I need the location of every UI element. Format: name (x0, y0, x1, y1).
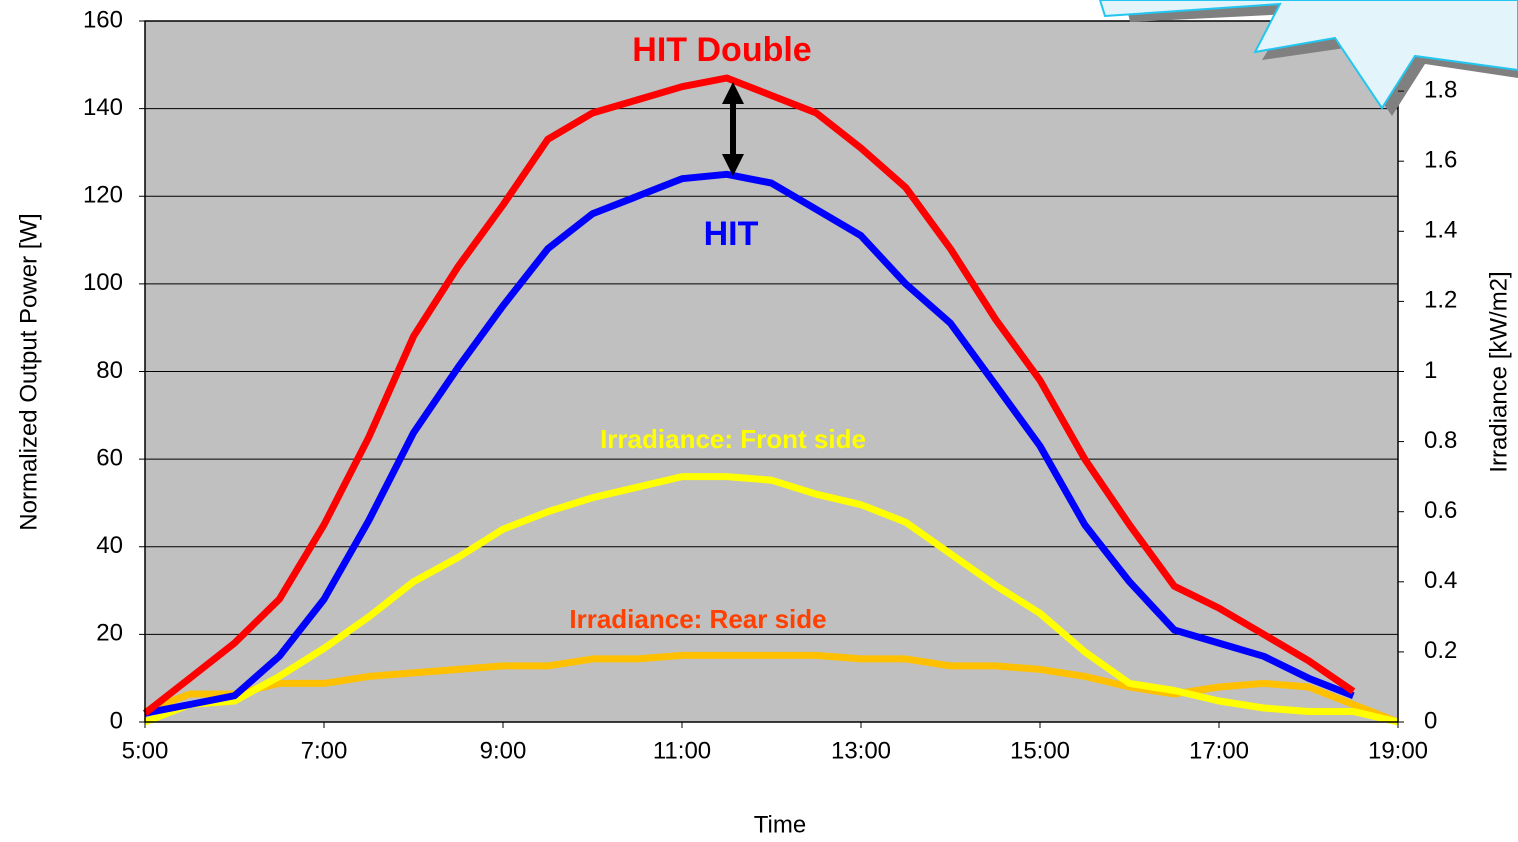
y2-tick-label: 1.6 (1424, 147, 1457, 174)
x-tick-label: 15:00 (1010, 737, 1070, 764)
y-axis-label: Normalized Output Power [W] (15, 213, 42, 530)
y2-tick-label: 0 (1424, 707, 1437, 734)
annotation: Irradiance: Rear side (569, 604, 826, 634)
y2-tick-label: 0.8 (1424, 427, 1457, 454)
x-tick-label: 5:00 (122, 737, 169, 764)
y-tick-label: 100 (83, 269, 123, 296)
annotation: HIT Double (632, 31, 811, 69)
y-tick-label: 80 (96, 357, 123, 384)
x-tick-label: 7:00 (301, 737, 348, 764)
y2-tick-label: 1.4 (1424, 217, 1457, 244)
y-tick-label: 40 (96, 532, 123, 559)
x-tick-label: 9:00 (480, 737, 527, 764)
x-tick-label: 13:00 (831, 737, 891, 764)
y2-axis-label: Irradiance [kW/m2] (1485, 271, 1512, 472)
y2-tick-label: 0.2 (1424, 637, 1457, 664)
starburst-shape (1098, 0, 1518, 110)
y2-tick-label: 1.8 (1424, 76, 1457, 103)
annotation: Irradiance: Front side (600, 424, 866, 454)
y2-tick-label: 1.2 (1424, 287, 1457, 314)
x-axis-label: Time (754, 811, 806, 838)
x-tick-label: 11:00 (653, 737, 711, 764)
y-tick-label: 140 (83, 94, 123, 121)
y2-tick-label: 0.4 (1424, 567, 1457, 594)
y-tick-label: 60 (96, 444, 123, 471)
annotation: HIT (704, 215, 759, 253)
arrow-head (722, 154, 744, 176)
y2-tick-label: 0.6 (1424, 497, 1457, 524)
y-tick-label: 160 (83, 6, 123, 33)
starburst (1098, 0, 1518, 116)
arrow (722, 82, 744, 176)
y-tick-label: 120 (83, 182, 123, 209)
series-line (144, 170, 1355, 717)
y2-tick-label: 1 (1424, 357, 1437, 384)
series-line (142, 74, 1356, 716)
x-tick-label: 17:00 (1189, 737, 1249, 764)
series-line (143, 473, 1399, 726)
y-tick-label: 20 (96, 620, 123, 647)
y-tick-label: 0 (110, 707, 123, 734)
lines (142, 74, 1400, 726)
arrow-head (722, 82, 744, 104)
x-tick-label: 19:00 (1368, 737, 1428, 764)
